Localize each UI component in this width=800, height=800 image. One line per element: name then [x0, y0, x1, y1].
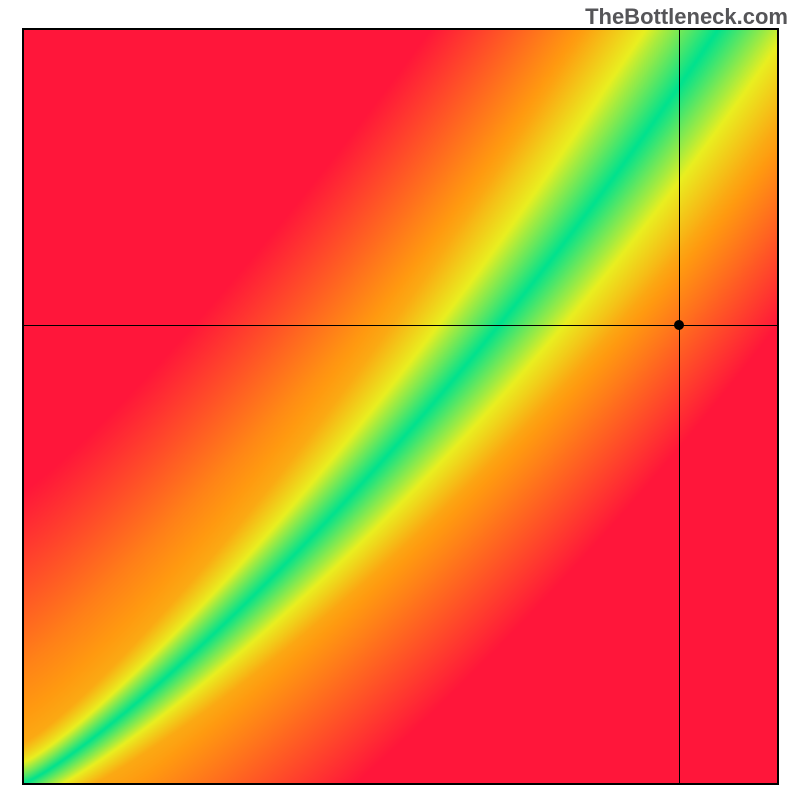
crosshair-marker	[674, 320, 684, 330]
watermark-text: TheBottleneck.com	[585, 4, 788, 30]
bottleneck-heatmap	[22, 28, 779, 785]
crosshair-vertical	[679, 30, 680, 783]
heatmap-canvas	[24, 30, 777, 783]
crosshair-horizontal	[24, 325, 777, 326]
